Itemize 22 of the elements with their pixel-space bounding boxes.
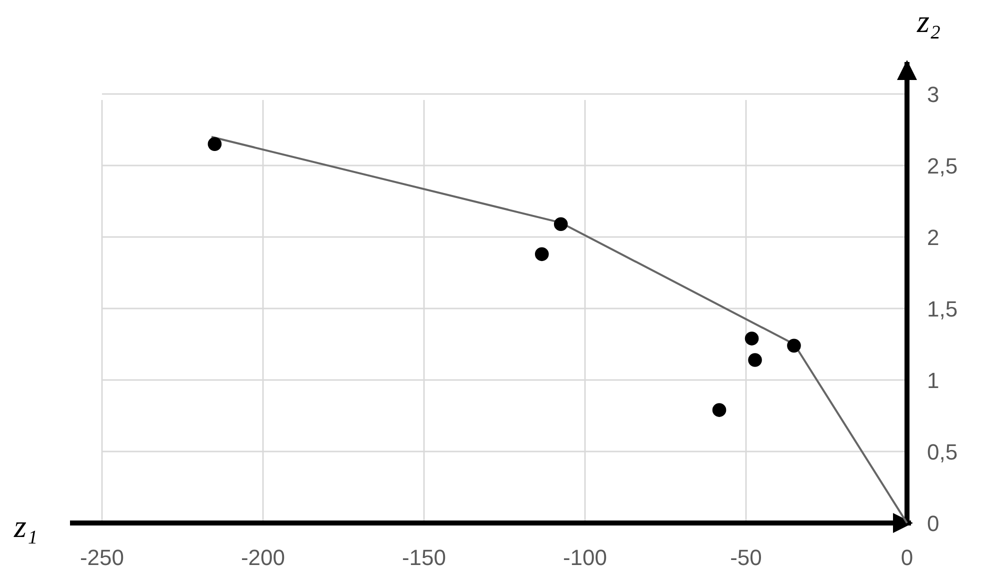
point: [744, 332, 759, 346]
x-tick-label: -150: [402, 545, 446, 570]
y-tick-label: 3: [927, 82, 940, 107]
y-tick-label: 1: [927, 368, 940, 393]
point: [787, 338, 801, 353]
x-tick-label: -100: [562, 545, 608, 570]
y-tick-label: 0,5: [927, 440, 958, 464]
y-tick-label: 1,5: [927, 296, 958, 322]
x-tick-label: -50: [730, 545, 762, 570]
point: [712, 403, 726, 417]
y-tick-label: 2,5: [927, 154, 958, 178]
point: [534, 247, 549, 262]
y-tick-label: 0: [927, 511, 940, 536]
y-tick-label: 2: [927, 225, 940, 250]
point: [554, 217, 568, 232]
point: [748, 353, 762, 367]
x-tick-label: -250: [80, 545, 124, 570]
y-axis-title: z₂: [916, 3, 941, 39]
point: [208, 137, 222, 151]
x-tick-label: 0: [900, 545, 914, 570]
x-tick-label: -200: [240, 545, 286, 570]
x-axis-title: z₁: [13, 508, 38, 544]
